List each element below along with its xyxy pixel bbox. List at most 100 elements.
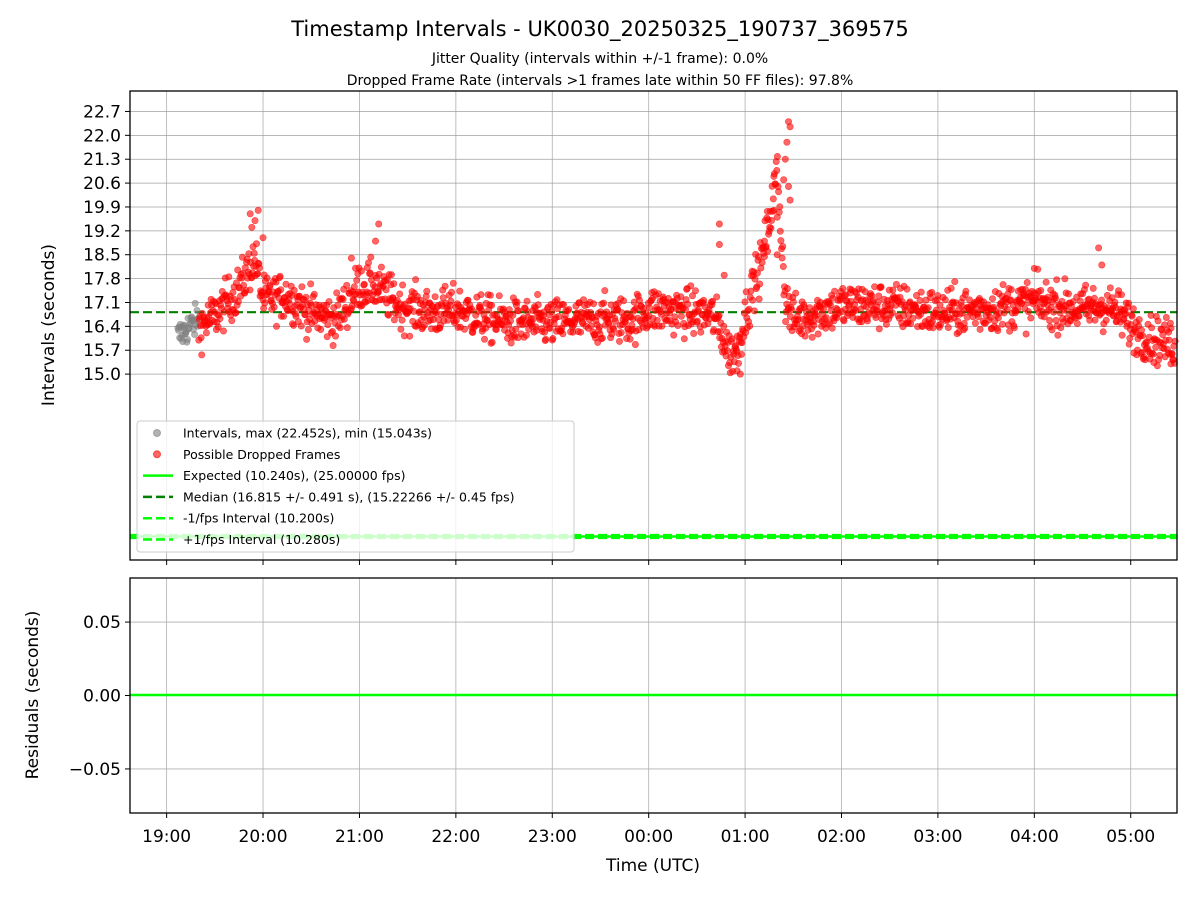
bottom-y-tick-label: −0.05 — [69, 760, 121, 780]
dropped-frame-point — [598, 334, 606, 342]
dropped-frame-point — [310, 290, 318, 298]
dropped-frame-point — [677, 312, 685, 320]
dropped-frame-point — [246, 286, 254, 294]
interval-point — [193, 306, 201, 314]
dropped-frame-point — [1065, 290, 1073, 298]
dropped-frame-point — [1125, 299, 1133, 307]
legend-frame — [136, 420, 575, 553]
dropped-frame-point — [375, 220, 383, 228]
dropped-frame-point — [1076, 297, 1084, 305]
dropped-frame-point — [1018, 299, 1026, 307]
dropped-frame-point — [253, 240, 261, 248]
dropped-frame-point — [889, 286, 897, 294]
x-tick-label: 22:00 — [431, 827, 480, 847]
dropped-frame-point — [1135, 316, 1143, 324]
x-tick-label: 19:00 — [142, 827, 191, 847]
dropped-frame-point — [755, 295, 763, 303]
dropped-frame-point — [276, 272, 284, 280]
dropped-frame-point — [197, 334, 205, 342]
dropped-frame-point — [1048, 326, 1056, 334]
dropped-frame-point — [522, 331, 530, 339]
top-y-ticks: 15.0 15.7 16.4 17.1 17.8 18.5 19.2 19.9 20.6 21.3… — [83, 102, 130, 385]
x-tick-label: 01:00 — [721, 827, 770, 847]
dropped-frame-point — [1091, 316, 1099, 324]
dropped-frame-point — [548, 308, 556, 316]
top-y-tick-label: 20.6 — [83, 174, 121, 194]
dropped-frame-point — [360, 280, 368, 288]
dropped-frame-point — [783, 138, 791, 146]
dropped-frame-point — [1023, 278, 1031, 286]
dropped-frame-point — [1098, 261, 1106, 269]
dropped-frame-point — [999, 281, 1007, 289]
dropped-frame-point — [534, 301, 542, 309]
dropped-frame-point — [357, 267, 365, 275]
dropped-frame-point — [331, 332, 339, 340]
dropped-frame-point — [559, 301, 567, 309]
dropped-frame-point — [452, 317, 460, 325]
dropped-frame-point — [773, 251, 781, 259]
dropped-frame-point — [216, 315, 224, 323]
dropped-frame-point — [488, 338, 496, 346]
dropped-frame-point — [720, 322, 728, 330]
dropped-frame-point — [1046, 316, 1054, 324]
dropped-frame-point — [750, 307, 758, 315]
dropped-frame-point — [670, 331, 678, 339]
dropped-frame-point — [406, 332, 414, 340]
legend-label: Intervals, max (22.452s), min (15.043s) — [183, 426, 432, 441]
dropped-frame-point — [1030, 264, 1038, 272]
dropped-frame-point — [875, 325, 883, 333]
dropped-frame-point — [1168, 350, 1176, 358]
dropped-frame-point — [261, 299, 269, 307]
dropped-frame-point — [549, 334, 557, 342]
dropped-frame-point — [620, 297, 628, 305]
dropped-frame-point — [1154, 317, 1162, 325]
dropped-frame-point — [495, 292, 503, 300]
dropped-frame-point — [1006, 327, 1014, 335]
dropped-frame-point — [198, 351, 206, 359]
dropped-frame-point — [615, 337, 623, 345]
dropped-frame-point — [270, 303, 278, 311]
dropped-frame-point — [947, 284, 955, 292]
dropped-frame-point — [684, 300, 692, 308]
dropped-frame-point — [770, 206, 778, 214]
legend-marker — [153, 429, 161, 437]
top-y-tick-label: 19.9 — [83, 198, 121, 218]
dropped-frame-point — [715, 311, 723, 319]
dropped-frame-point — [1129, 305, 1137, 313]
dropped-frame-point — [723, 347, 731, 355]
dropped-frame-point — [734, 359, 742, 367]
dropped-frame-point — [1027, 314, 1035, 322]
dropped-frame-point — [1148, 324, 1156, 332]
dropped-frame-point — [280, 312, 288, 320]
dropped-frame-point — [542, 335, 550, 343]
dropped-frame-point — [1138, 326, 1146, 334]
dropped-frame-point — [601, 287, 609, 295]
dropped-frame-point — [246, 210, 254, 218]
dropped-frame-point — [773, 153, 781, 161]
dropped-frame-point — [595, 323, 603, 331]
dropped-frame-point — [384, 311, 392, 319]
dropped-frame-point — [874, 298, 882, 306]
dropped-frame-point — [468, 305, 476, 313]
bottom-x-ticks: 19:00 20:00 21:00 22:00 23:00 00:00 01:00 02:00… — [142, 813, 1155, 847]
dropped-frame-point — [753, 269, 761, 277]
dropped-frame-point — [1167, 324, 1175, 332]
dropped-frame-point — [398, 316, 406, 324]
dropped-frame-point — [290, 286, 298, 294]
dropped-frame-point — [534, 290, 542, 298]
dropped-frame-point — [396, 290, 404, 298]
top-x-ticks — [166, 560, 1132, 565]
dropped-frame-point — [779, 243, 787, 251]
dropped-frame-point — [229, 288, 237, 296]
dropped-frame-point — [863, 317, 871, 325]
dropped-frame-point — [610, 325, 618, 333]
dropped-frame-point — [828, 324, 836, 332]
dropped-frame-point — [645, 304, 653, 312]
x-tick-label: 23:00 — [528, 827, 577, 847]
bottom-y-axis-label: Residuals (seconds) — [23, 611, 43, 780]
dropped-frame-point — [1037, 286, 1045, 294]
dropped-frame-point — [1022, 330, 1030, 338]
dropped-frame-point — [767, 217, 775, 225]
dropped-frame-point — [225, 273, 233, 281]
